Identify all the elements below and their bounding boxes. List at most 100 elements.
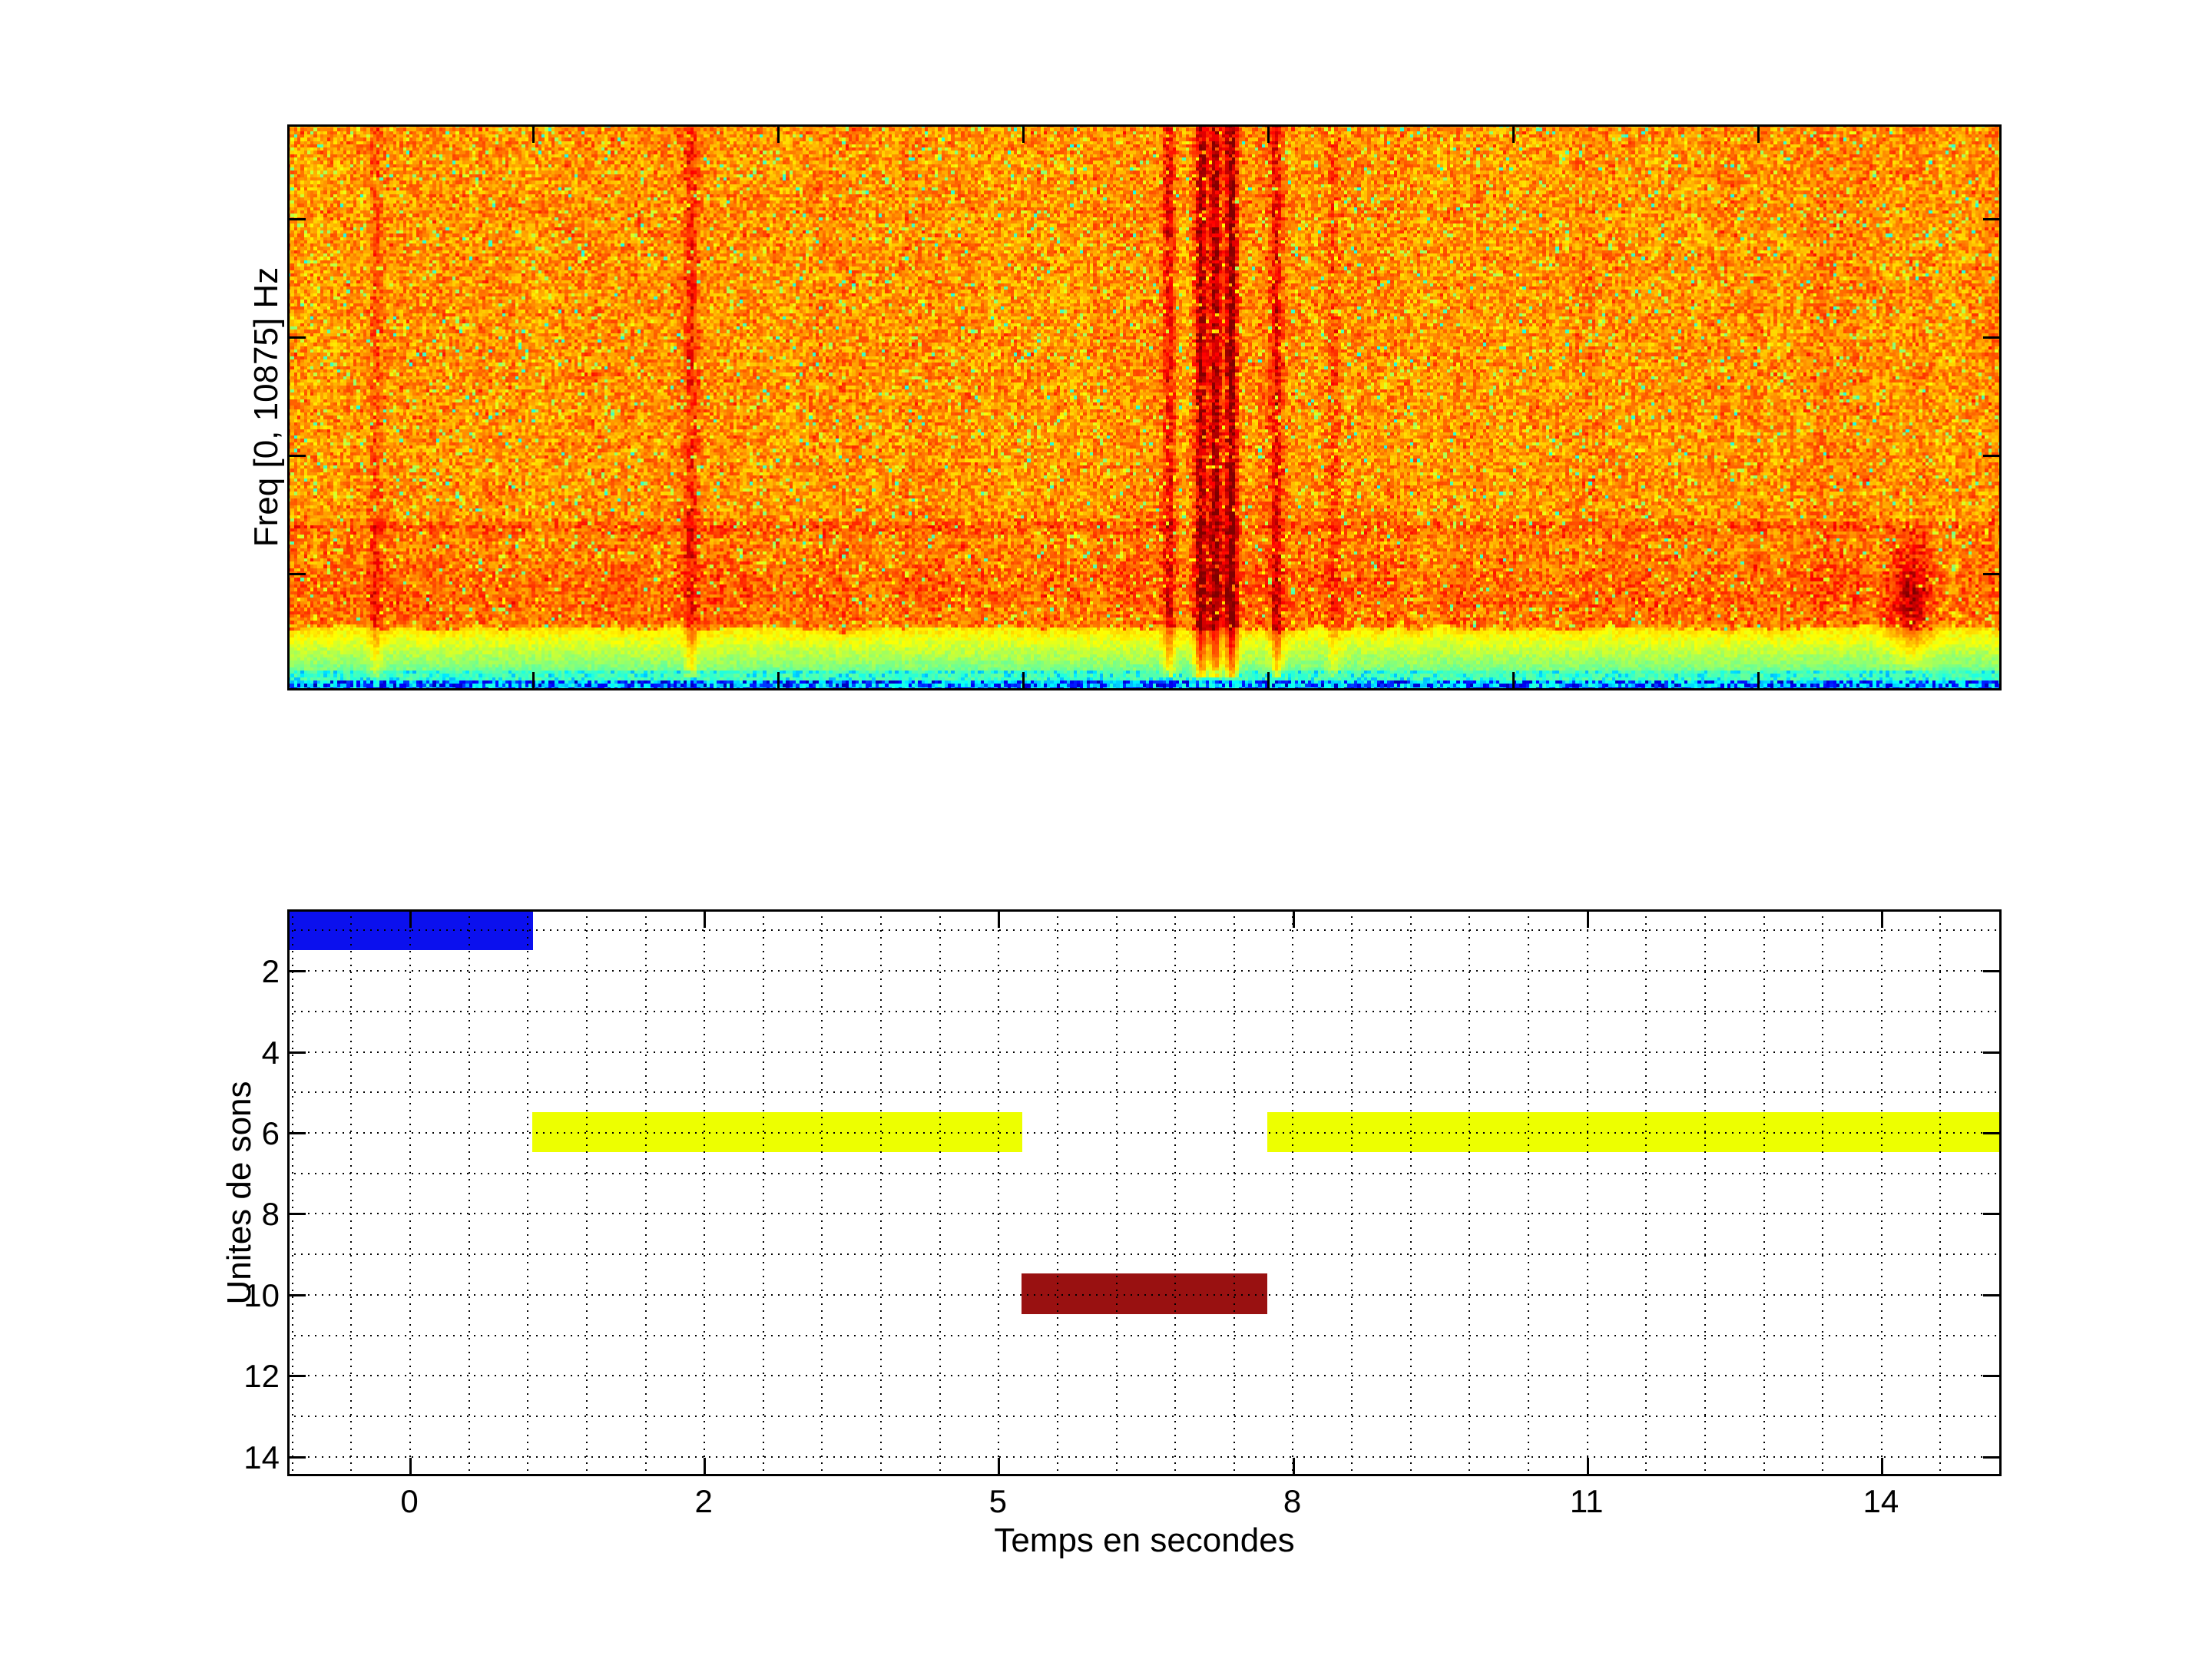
x-tick-mark (1022, 124, 1025, 143)
y-tick-mark (1983, 1131, 2002, 1134)
x-tick-mark (409, 909, 412, 928)
x-tick-mark (532, 672, 535, 690)
grid-line-horizontal (287, 1131, 2002, 1134)
x-tick-mark (1757, 124, 1760, 143)
x-tick-mark (1267, 672, 1270, 690)
x-tick-mark (1880, 1458, 1883, 1476)
x-tick-mark (1586, 909, 1589, 928)
y-tick-mark (287, 1213, 306, 1216)
y-tick-mark (287, 1375, 306, 1378)
grid-line-vertical (1763, 909, 1765, 1476)
grid-line-vertical (468, 909, 470, 1476)
grid-line-horizontal (287, 1172, 2002, 1174)
bar-segment-unit-6 (531, 1111, 1023, 1153)
y-tick-mark (1983, 573, 2002, 575)
y-tick-label: 12 (243, 1358, 280, 1395)
grid-line-vertical (350, 909, 353, 1476)
grid-line-vertical (1822, 909, 1824, 1476)
grid-line-horizontal (287, 1051, 2002, 1053)
x-tick-mark (1022, 672, 1025, 690)
bar-segment-unit-6 (1267, 1111, 2002, 1153)
x-tick-mark (998, 909, 1001, 928)
grid-line-horizontal (287, 1293, 2002, 1296)
grid-line-vertical (1645, 909, 1647, 1476)
x-tick-label: 11 (1569, 1483, 1604, 1519)
x-tick-label: 2 (694, 1483, 713, 1519)
x-tick-mark (1292, 909, 1295, 928)
y-tick-mark (287, 218, 306, 220)
grid-line-horizontal (287, 1253, 2002, 1256)
y-tick-mark (287, 573, 306, 575)
y-tick-mark (287, 970, 306, 973)
grid-line-vertical (704, 909, 706, 1476)
grid-line-vertical (1056, 909, 1058, 1476)
grid-line-vertical (1233, 909, 1235, 1476)
x-tick-mark (704, 909, 707, 928)
grid-line-vertical (1528, 909, 1529, 1476)
x-tick-mark (1292, 1458, 1295, 1476)
x-tick-mark (777, 124, 780, 143)
grid-line-vertical (644, 909, 647, 1476)
y-tick-label: 14 (243, 1439, 280, 1475)
grid-line-vertical (1704, 909, 1706, 1476)
y-tick-label: 4 (261, 1034, 280, 1071)
grid-line-vertical (1469, 909, 1471, 1476)
x-tick-mark (409, 1458, 412, 1476)
x-tick-mark (704, 1458, 707, 1476)
y-tick-label: 2 (261, 953, 280, 990)
x-tick-mark (998, 1458, 1001, 1476)
bar-segment-unit-10 (1021, 1273, 1268, 1315)
grid-line-vertical (998, 909, 1000, 1476)
y-tick-mark (1983, 1051, 2002, 1054)
grid-line-horizontal (287, 1375, 2002, 1377)
grid-line-vertical (291, 909, 293, 1476)
x-tick-label: 5 (988, 1483, 1008, 1519)
x-tick-mark (532, 124, 535, 143)
y-tick-mark (287, 1293, 306, 1296)
x-tick-mark (1586, 1458, 1589, 1476)
y-tick-mark (1983, 218, 2002, 220)
y-tick-mark (1983, 1213, 2002, 1216)
grid-line-vertical (1351, 909, 1353, 1476)
x-tick-mark (1757, 672, 1760, 690)
spectrogram-canvas (287, 124, 2002, 690)
grid-line-vertical (409, 909, 411, 1476)
y-tick-mark (287, 1131, 306, 1134)
y-tick-label: 10 (243, 1277, 280, 1313)
x-tick-mark (1267, 124, 1270, 143)
grid-line-vertical (1409, 909, 1412, 1476)
y-tick-mark (287, 336, 306, 339)
x-tick-mark (777, 672, 780, 690)
grid-line-horizontal (287, 970, 2002, 972)
x-tick-mark (1512, 124, 1515, 143)
sound-units-axes-box (287, 909, 2002, 1476)
y-tick-mark (287, 1455, 306, 1459)
grid-line-horizontal (287, 1213, 2002, 1215)
grid-line-vertical (1292, 909, 1294, 1476)
y-tick-mark (1983, 1375, 2002, 1378)
y-tick-mark (1983, 336, 2002, 339)
grid-line-horizontal (287, 1455, 2002, 1458)
x-tick-mark (1512, 672, 1515, 690)
grid-line-horizontal (287, 1010, 2002, 1012)
grid-line-vertical (1115, 909, 1118, 1476)
grid-line-vertical (585, 909, 588, 1476)
x-tick-mark (1880, 909, 1883, 928)
y-tick-mark (287, 1051, 306, 1054)
y-tick-mark (1983, 1455, 2002, 1459)
sound-units-ylabel: Unites de sons (220, 1081, 258, 1305)
y-tick-mark (1983, 1293, 2002, 1296)
y-tick-mark (1983, 455, 2002, 457)
grid-line-vertical (880, 909, 882, 1476)
y-tick-label: 8 (261, 1196, 280, 1233)
y-tick-mark (287, 455, 306, 457)
grid-line-vertical (1880, 909, 1883, 1476)
x-tick-label: 14 (1863, 1483, 1899, 1519)
grid-line-horizontal (287, 929, 2002, 932)
spectrogram-ylabel: Freq [0, 10875] Hz (247, 267, 285, 548)
grid-line-vertical (1939, 909, 1942, 1476)
grid-line-vertical (1174, 909, 1177, 1476)
grid-line-vertical (1586, 909, 1588, 1476)
x-tick-label: 8 (1283, 1483, 1302, 1519)
